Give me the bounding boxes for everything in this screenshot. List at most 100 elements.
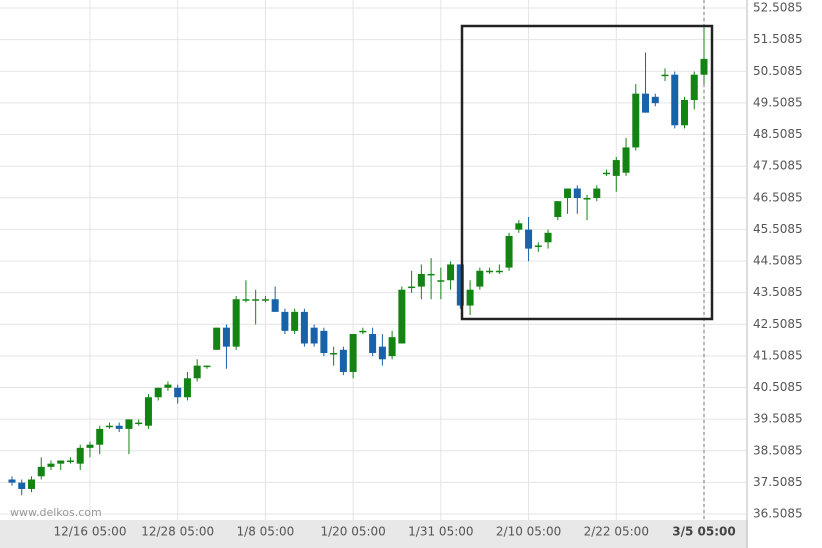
x-tick-label: 12/28 05:00	[141, 525, 214, 539]
candle-body	[96, 428, 104, 445]
y-tick-label: 37.5085	[753, 475, 803, 489]
candle-body	[388, 337, 396, 357]
y-tick-label: 46.5085	[753, 190, 803, 204]
candle-body	[18, 482, 26, 489]
candle-body	[271, 299, 279, 312]
x-tick-label: 1/31 05:00	[408, 525, 473, 539]
candle-body	[27, 479, 35, 489]
candle-body	[476, 270, 484, 287]
candle-body	[651, 96, 659, 104]
candle-body	[554, 201, 562, 217]
candle-body	[583, 198, 591, 200]
x-tick-label: 2/10 05:00	[496, 525, 561, 539]
candle-body	[125, 419, 133, 429]
candle-body	[486, 270, 494, 273]
y-tick-label: 41.5085	[753, 348, 803, 362]
candle-body	[86, 444, 94, 448]
candle-body	[408, 286, 416, 289]
candle-body	[700, 58, 708, 75]
candle-body	[339, 349, 347, 372]
y-tick-label: 43.5085	[753, 285, 803, 299]
candle-body	[252, 299, 260, 301]
y-tick-label: 52.5085	[753, 1, 803, 15]
candle-body	[447, 264, 455, 281]
candle-body	[57, 460, 65, 464]
candle-body	[213, 327, 221, 350]
candle-body	[37, 466, 45, 477]
candle-body	[300, 311, 308, 344]
watermark: www.delkos.com	[10, 506, 102, 519]
pattern-box	[460, 24, 714, 321]
candle-body	[632, 93, 640, 148]
candle-body	[456, 264, 464, 306]
candle-body	[612, 160, 620, 176]
candle-body	[115, 425, 123, 429]
y-tick-label: 47.5085	[753, 159, 803, 173]
y-tick-label: 45.5085	[753, 222, 803, 236]
candle-body	[154, 387, 162, 398]
candle-body	[466, 289, 474, 306]
y-tick-label: 48.5085	[753, 127, 803, 141]
candle-body	[359, 330, 367, 333]
candle-body	[291, 311, 299, 331]
y-tick-label: 40.5085	[753, 380, 803, 394]
candle-body	[330, 352, 338, 355]
candle-body	[417, 273, 425, 287]
candle-body	[76, 447, 84, 464]
candle-body	[622, 147, 630, 173]
candle-body	[66, 460, 74, 463]
candle-body	[681, 99, 689, 126]
candle-body	[661, 74, 669, 77]
candle-body	[525, 229, 533, 249]
candle-body	[349, 334, 357, 372]
candle-body	[242, 299, 250, 301]
candle-body	[174, 387, 182, 398]
candle-body	[437, 280, 445, 282]
y-tick-label: 36.5085	[753, 507, 803, 521]
candle-body	[378, 346, 386, 360]
candle-body	[8, 479, 16, 483]
candle-body	[573, 188, 581, 199]
y-tick-label: 44.5085	[753, 254, 803, 268]
candle-body	[261, 299, 269, 301]
candle-body	[193, 365, 201, 379]
y-tick-label: 49.5085	[753, 95, 803, 109]
x-tick-label: 12/16 05:00	[53, 525, 126, 539]
candle-body	[183, 378, 191, 398]
candle-body	[320, 330, 328, 353]
candle-body	[515, 223, 523, 230]
candle-body	[544, 232, 552, 243]
candle-body	[281, 311, 289, 331]
y-tick-label: 50.5085	[753, 64, 803, 78]
candle-body	[310, 327, 318, 344]
candle-body	[135, 422, 143, 425]
candle-body	[690, 74, 698, 100]
candle-body	[47, 463, 55, 467]
candle-body	[398, 289, 406, 344]
candle-body	[164, 384, 172, 388]
candle-body	[203, 365, 211, 368]
y-tick-label: 42.5085	[753, 317, 803, 331]
x-tick-label: 1/8 05:00	[237, 525, 295, 539]
x-tick-label: 3/5 05:00	[672, 525, 735, 539]
candle-body	[564, 188, 572, 199]
candle-body	[105, 425, 113, 428]
x-tick-label: 2/22 05:00	[584, 525, 649, 539]
y-tick-label: 51.5085	[753, 32, 803, 46]
y-tick-label: 38.5085	[753, 443, 803, 457]
x-axis-band	[0, 520, 748, 548]
candle-body	[671, 74, 679, 126]
candle-body	[369, 334, 377, 353]
grid	[0, 0, 747, 520]
x-tick-label: 1/20 05:00	[320, 525, 385, 539]
y-tick-label: 39.5085	[753, 412, 803, 426]
candle-body	[505, 235, 513, 268]
candle-body	[603, 172, 611, 175]
candle-body	[642, 93, 650, 113]
candle-body	[427, 273, 435, 276]
candles	[8, 27, 708, 496]
candle-body	[534, 245, 542, 247]
candle-body	[495, 270, 503, 273]
